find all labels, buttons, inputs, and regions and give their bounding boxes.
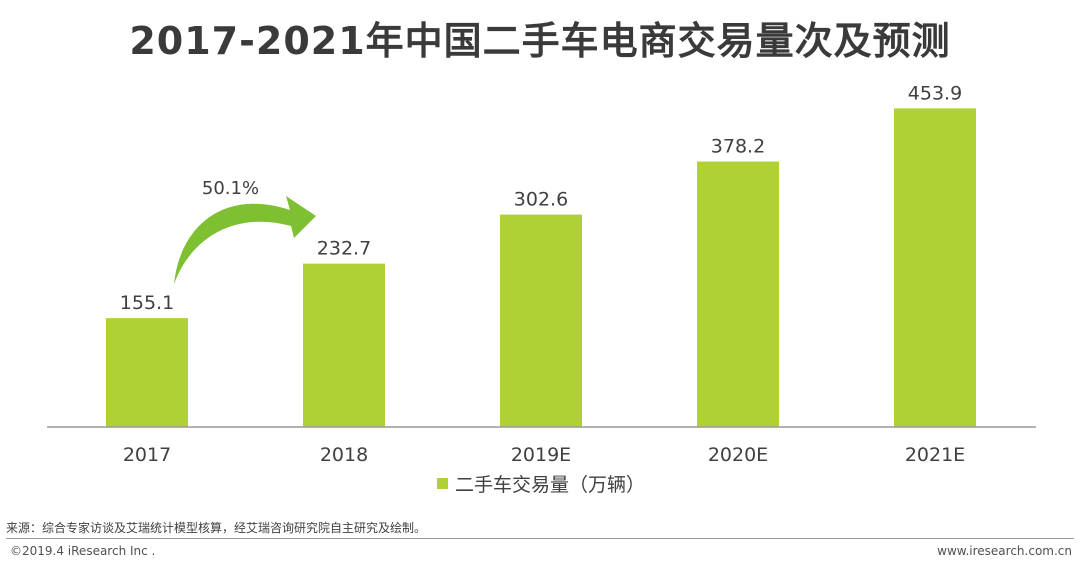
chart-title: 2017-2021年中国二手车电商交易量次及预测 — [129, 19, 951, 63]
value-label-2019e: 302.6 — [514, 189, 568, 211]
growth-arrow — [174, 196, 316, 285]
tick-label-2019e: 2019E — [511, 444, 571, 466]
tick-label-2018: 2018 — [320, 444, 368, 466]
value-label-2020e: 378.2 — [711, 136, 765, 158]
bar-2021e — [894, 108, 976, 428]
bar-2017 — [106, 318, 188, 427]
value-label-2017: 155.1 — [120, 292, 174, 314]
tick-label-2017: 2017 — [123, 444, 171, 466]
value-label-2021e: 453.9 — [908, 82, 962, 104]
tick-label-2021e: 2021E — [905, 444, 965, 466]
bar-2018 — [303, 263, 385, 427]
growth-rate-label: 50.1% — [202, 178, 259, 199]
source-note: 来源：综合专家访谈及艾瑞统计模型核算，经艾瑞咨询研究院自主研究及绘制。 — [6, 521, 427, 535]
legend: 二手车交易量（万辆） — [437, 470, 645, 497]
bar-2020e — [697, 161, 779, 427]
value-label-2018: 232.7 — [317, 238, 371, 260]
footer-divider — [6, 538, 1074, 539]
website-link[interactable]: www.iresearch.com.cn — [937, 544, 1072, 558]
legend-swatch — [437, 478, 448, 489]
bar-2019e — [500, 214, 582, 427]
legend-label: 二手车交易量（万辆） — [455, 474, 646, 496]
copyright-text: ©2019.4 iResearch Inc . — [10, 544, 156, 558]
tick-label-2020e: 2020E — [708, 444, 768, 466]
